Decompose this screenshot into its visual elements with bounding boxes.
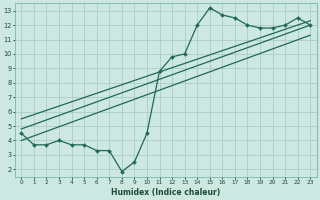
X-axis label: Humidex (Indice chaleur): Humidex (Indice chaleur)	[111, 188, 220, 197]
